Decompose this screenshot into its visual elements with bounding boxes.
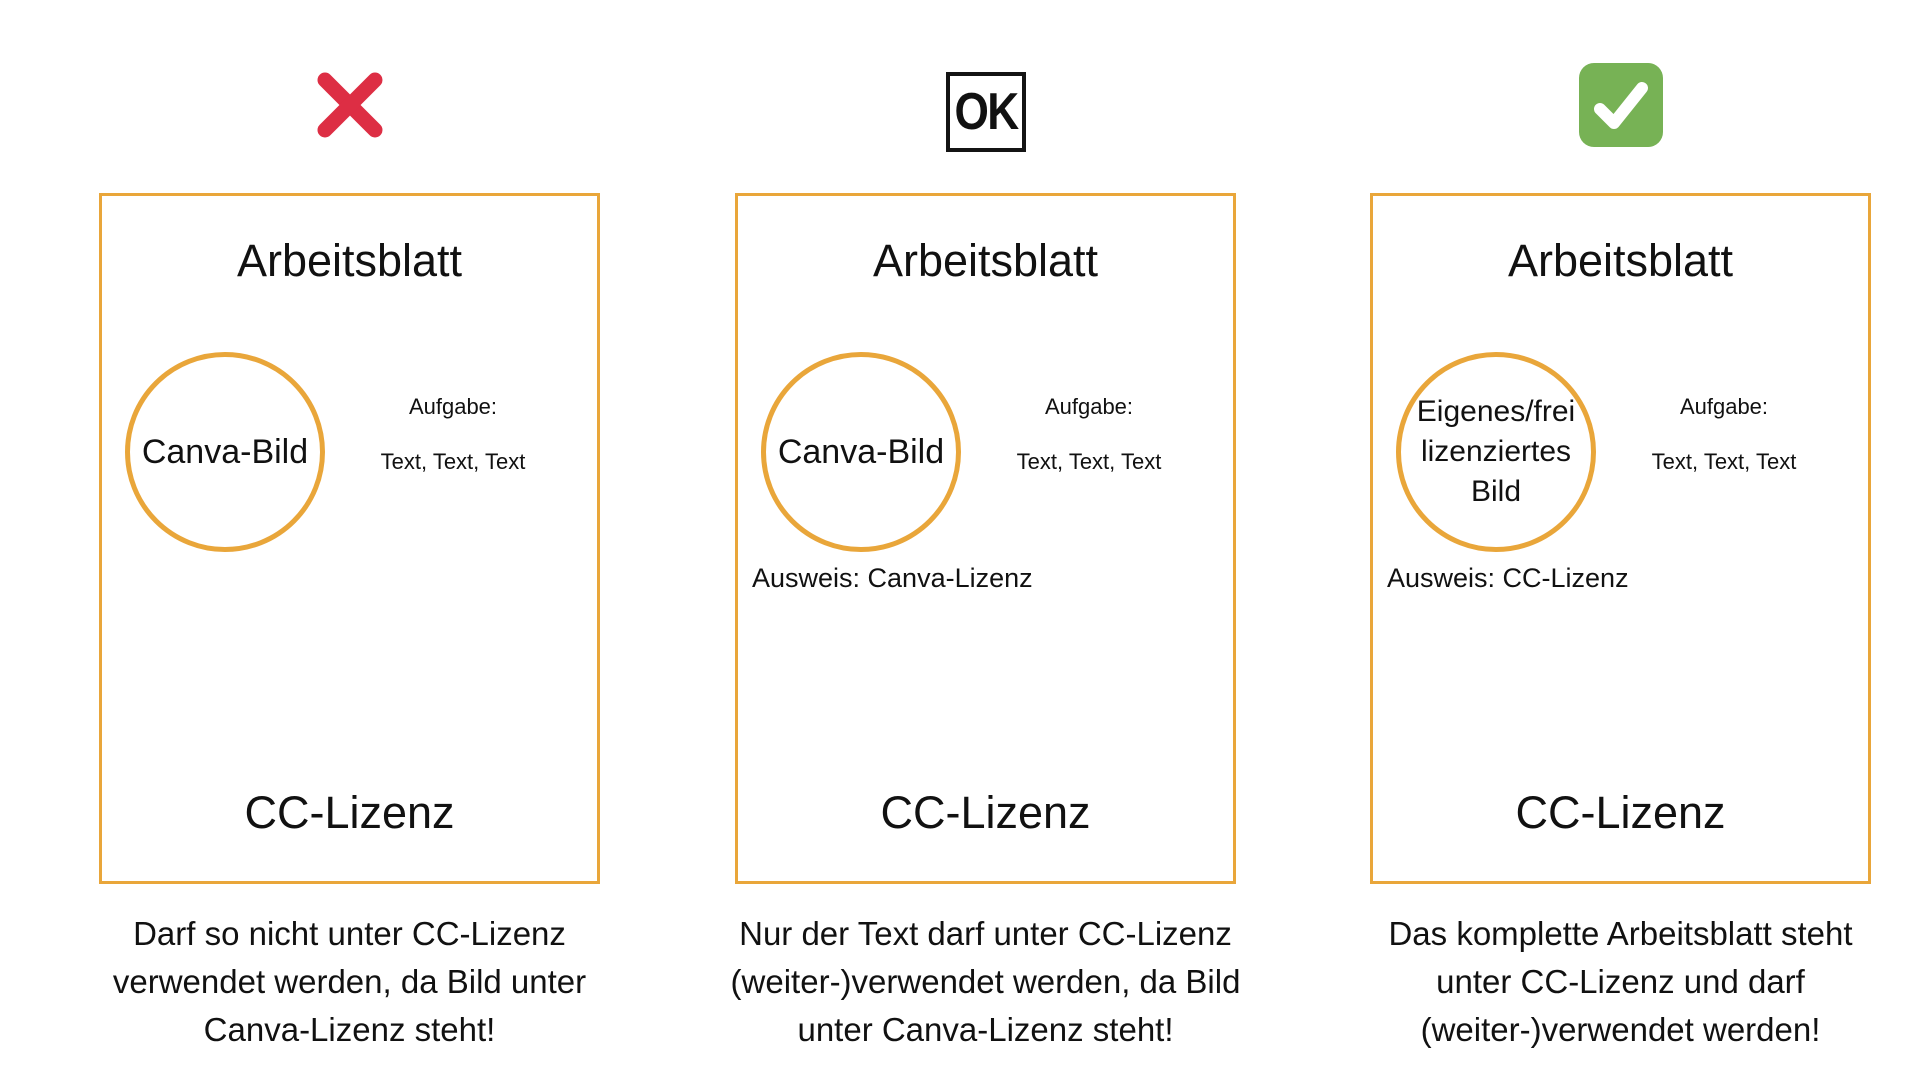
caption: Das komplette Arbeitsblatt steht unter C… xyxy=(1350,910,1891,1054)
check-icon xyxy=(1578,63,1663,147)
circle-label-line1: Eigenes/frei xyxy=(1416,395,1576,428)
worksheet-card: Arbeitsblatt Eigenes/frei lizenziertes B… xyxy=(1370,193,1871,884)
worksheet-footer-license: CC-Lizenz xyxy=(244,787,455,838)
verdict-icon-slot xyxy=(99,0,600,160)
caption-line: (weiter-)verwendet werden, da Bild xyxy=(730,963,1241,1000)
task-heading: Aufgabe: xyxy=(1044,394,1134,419)
caption-line: Darf so nicht unter CC-Lizenz xyxy=(133,915,566,952)
worksheet-title: Arbeitsblatt xyxy=(1507,235,1734,286)
ok-badge-icon: OK xyxy=(945,72,1026,152)
worksheet-footer-license: CC-Lizenz xyxy=(1515,787,1726,838)
caption: Nur der Text darf unter CC-Lizenz (weite… xyxy=(715,910,1256,1054)
task-heading: Aufgabe: xyxy=(1679,394,1769,419)
caption-line: Canva-Lizenz steht! xyxy=(203,1011,496,1048)
ok-badge-label: OK xyxy=(954,83,1019,141)
worksheet-title: Arbeitsblatt xyxy=(236,235,463,286)
caption-line: (weiter-)verwendet werden! xyxy=(1420,1011,1821,1048)
column-not-allowed: Arbeitsblatt Canva-Bild Aufgabe: Text, T… xyxy=(99,0,600,1080)
task-block: Aufgabe: Text, Text, Text xyxy=(348,394,558,475)
circle-label-line1: Canva-Bild xyxy=(777,433,945,471)
task-block: Aufgabe: Text, Text, Text xyxy=(984,394,1194,475)
cross-icon xyxy=(312,67,388,143)
worksheet-card: Arbeitsblatt Canva-Bild Aufgabe: Text, T… xyxy=(99,193,600,884)
caption-line: verwendet werden, da Bild unter xyxy=(112,963,587,1000)
license-badge-line: Ausweis: Canva-Lizenz xyxy=(752,563,1033,593)
task-body: Text, Text, Text xyxy=(380,449,526,474)
caption-line: unter CC-Lizenz und darf xyxy=(1436,963,1805,1000)
verdict-icon-slot: OK xyxy=(735,0,1236,160)
circle-label-line1: Canva-Bild xyxy=(141,433,309,471)
task-block: Aufgabe: Text, Text, Text xyxy=(1619,394,1829,475)
image-placeholder-circle: Eigenes/frei lizenziertes Bild xyxy=(1396,352,1596,552)
task-heading: Aufgabe: xyxy=(408,394,498,419)
task-body: Text, Text, Text xyxy=(1651,449,1797,474)
worksheet-card: Arbeitsblatt Canva-Bild Aufgabe: Text, T… xyxy=(735,193,1236,884)
image-placeholder-circle: Canva-Bild xyxy=(761,352,961,552)
worksheet-footer-license: CC-Lizenz xyxy=(880,787,1091,838)
caption: Darf so nicht unter CC-Lizenz verwendet … xyxy=(79,910,620,1054)
caption-line: Das komplette Arbeitsblatt steht xyxy=(1388,915,1853,952)
column-ok: OK Arbeitsblatt Canva-Bild Aufgabe: Text… xyxy=(731,0,1240,1080)
caption-line: unter Canva-Lizenz steht! xyxy=(797,1011,1174,1048)
worksheet-title: Arbeitsblatt xyxy=(872,235,1099,286)
verdict-icon-slot xyxy=(1370,0,1871,160)
column-allowed: Arbeitsblatt Eigenes/frei lizenziertes B… xyxy=(1370,0,1871,1080)
task-body: Text, Text, Text xyxy=(1016,449,1162,474)
license-badge-line: Ausweis: CC-Lizenz xyxy=(1387,563,1629,593)
caption-line: Nur der Text darf unter CC-Lizenz xyxy=(739,915,1232,952)
circle-label-line2: lizenziertes Bild xyxy=(1420,435,1572,508)
image-placeholder-circle: Canva-Bild xyxy=(125,352,325,552)
